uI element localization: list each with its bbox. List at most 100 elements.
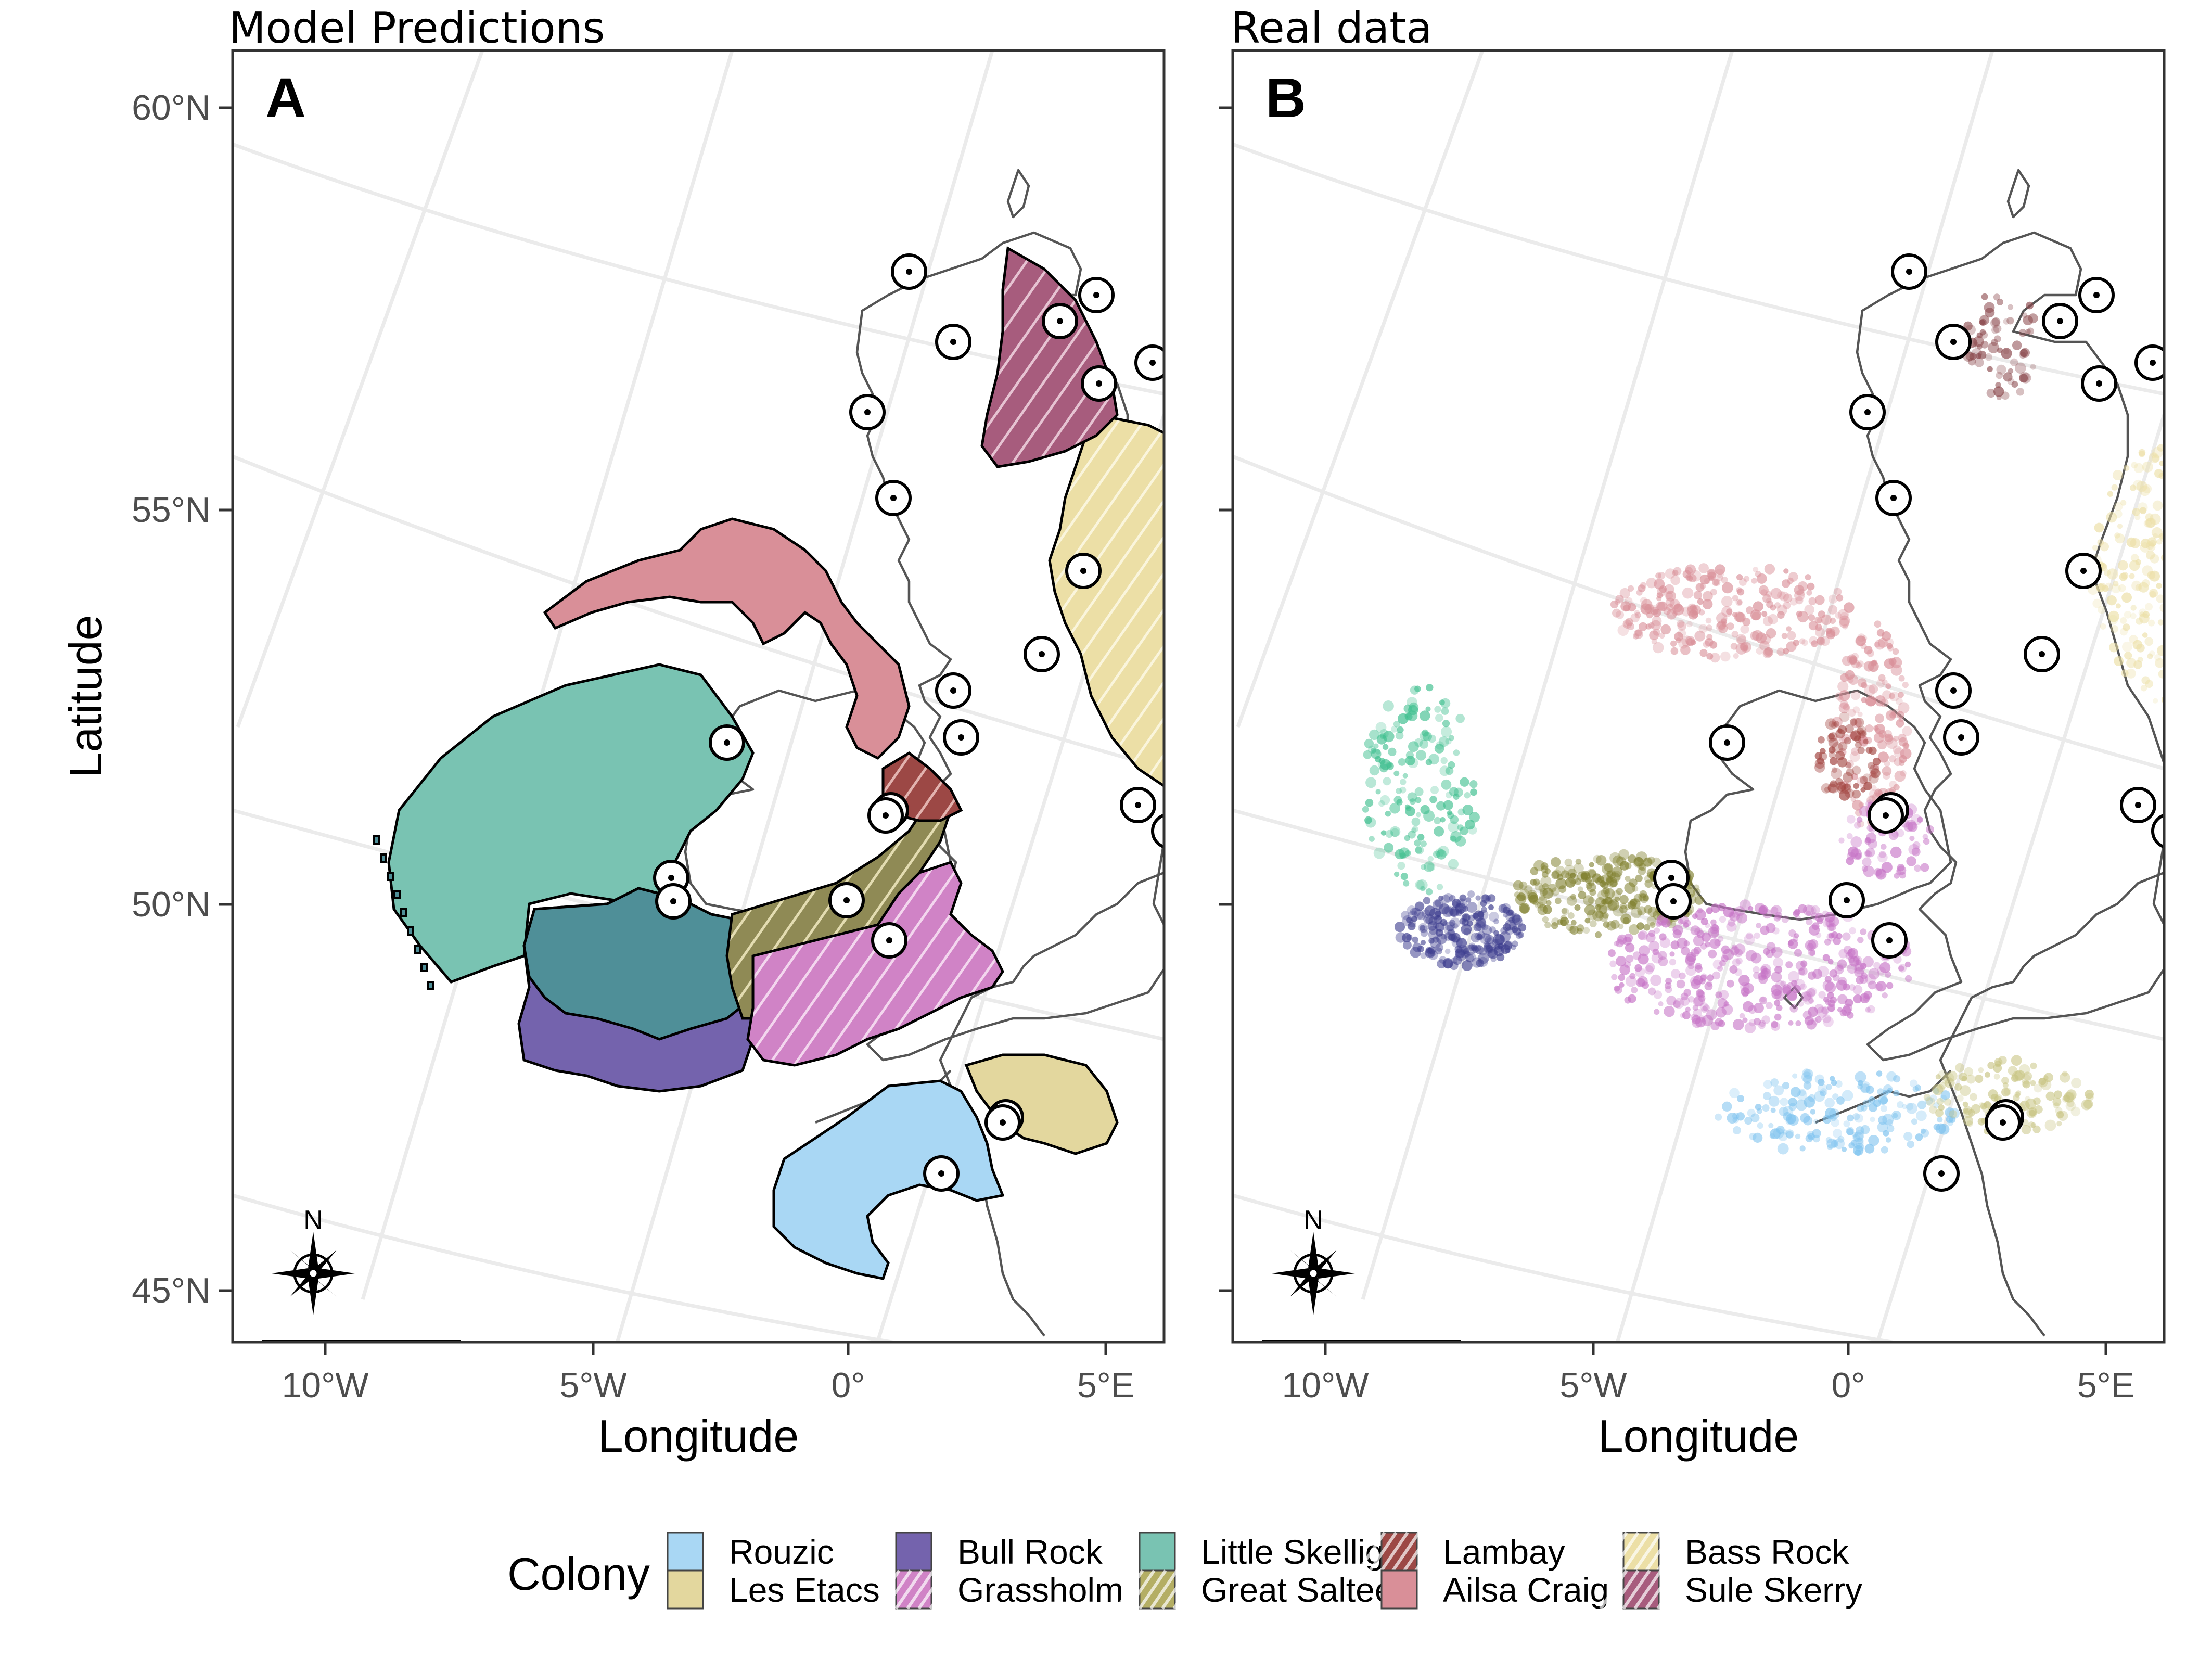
track-point: [2198, 457, 2204, 462]
track-point: [1839, 690, 1850, 701]
track-point: [2185, 647, 2192, 653]
track-point: [1438, 736, 1449, 747]
track-point: [1685, 965, 1696, 976]
track-point: [1808, 924, 1820, 936]
track-point: [1966, 1120, 1973, 1127]
track-point: [1616, 888, 1623, 895]
track-point: [1980, 1102, 1988, 1110]
track-point: [1474, 933, 1482, 940]
track-point: [2169, 471, 2180, 482]
track-point: [1505, 948, 1511, 953]
track-point: [2180, 496, 2185, 501]
track-point: [1881, 862, 1893, 873]
track-point: [2142, 484, 2152, 493]
track-point: [1535, 902, 1541, 909]
track-point: [1741, 642, 1751, 653]
track-point: [1717, 998, 1728, 1009]
track-point: [1701, 1006, 1708, 1013]
track-point: [1429, 796, 1437, 803]
track-point: [1855, 809, 1862, 816]
track-point: [2173, 638, 2180, 645]
track-point: [2120, 617, 2127, 624]
track-point: [1625, 976, 1637, 987]
legend-hatch: [906, 1569, 935, 1610]
track-point: [2158, 670, 2164, 679]
track-point: [1603, 921, 1610, 928]
track-point: [1885, 683, 1891, 690]
track-point: [1375, 722, 1387, 733]
track-point: [1736, 587, 1742, 593]
track-point: [1555, 878, 1567, 889]
track-point: [1419, 739, 1428, 749]
track-point: [1755, 1104, 1762, 1111]
track-point: [1628, 854, 1637, 863]
track-point: [2167, 573, 2176, 582]
track-point: [1532, 878, 1540, 886]
track-point: [1825, 982, 1836, 993]
track-point: [2190, 547, 2199, 556]
legend-label: Bass Rock: [1685, 1533, 1849, 1571]
track-point: [2130, 484, 2137, 491]
track-point: [1533, 860, 1545, 872]
track-point: [1448, 929, 1455, 936]
track-point: [1795, 1020, 1801, 1026]
track-point: [1694, 895, 1704, 905]
track-point: [1397, 862, 1405, 870]
track-point: [1607, 949, 1616, 958]
range-bass-rock: [1048, 413, 1164, 788]
track-point: [1827, 1144, 1833, 1150]
track-point: [1820, 1088, 1827, 1096]
track-point: [2200, 456, 2208, 465]
track-point: [1926, 825, 1934, 834]
track-point: [1561, 908, 1569, 915]
track-point: [1464, 945, 1476, 956]
track-point: [1704, 578, 1710, 584]
track-point: [2190, 565, 2201, 575]
track-point: [1404, 850, 1411, 857]
track-point: [1474, 945, 1481, 952]
track-point: [1878, 1095, 1888, 1105]
track-point: [1716, 1007, 1727, 1018]
track-point: [1936, 1098, 1944, 1105]
x-tick-label: 0°: [1831, 1366, 1865, 1405]
track-point: [1779, 591, 1789, 602]
track-point: [1654, 1009, 1660, 1015]
track-point: [1879, 698, 1889, 708]
track-point: [2111, 625, 2119, 633]
track-point: [1685, 574, 1692, 580]
track-point: [1692, 1004, 1699, 1011]
track-point: [1465, 951, 1476, 963]
track-point: [1449, 895, 1456, 902]
track-point: [2209, 591, 2212, 597]
track-point: [2107, 568, 2118, 580]
track-point: [2124, 611, 2132, 619]
track-point: [2173, 514, 2179, 520]
track-point: [1628, 585, 1634, 592]
track-point: [1971, 1104, 1981, 1114]
track-point: [1670, 969, 1681, 979]
track-point: [1837, 696, 1844, 703]
track-point: [1920, 1128, 1926, 1134]
track-point: [1407, 710, 1418, 721]
track-point: [1746, 932, 1753, 940]
track-point: [1736, 634, 1746, 644]
track-point: [1996, 372, 2003, 379]
track-point: [2158, 533, 2164, 540]
track-point: [2173, 560, 2181, 569]
track-point: [2008, 304, 2014, 310]
legend-hatch: [1369, 1532, 1398, 1572]
track-point: [1829, 751, 1835, 758]
track-point: [1469, 780, 1478, 788]
track-point: [1844, 602, 1855, 613]
track-point: [1363, 750, 1372, 759]
track-point: [1878, 851, 1886, 858]
track-point: [1878, 1115, 1887, 1125]
track-point: [1893, 1075, 1901, 1083]
track-point: [1907, 1140, 1915, 1148]
track-point: [1782, 1106, 1794, 1117]
track-point: [1851, 659, 1860, 669]
track-point: [1375, 749, 1381, 755]
track-point: [1695, 963, 1702, 970]
track-point: [1618, 924, 1624, 929]
track-point: [1852, 985, 1863, 995]
